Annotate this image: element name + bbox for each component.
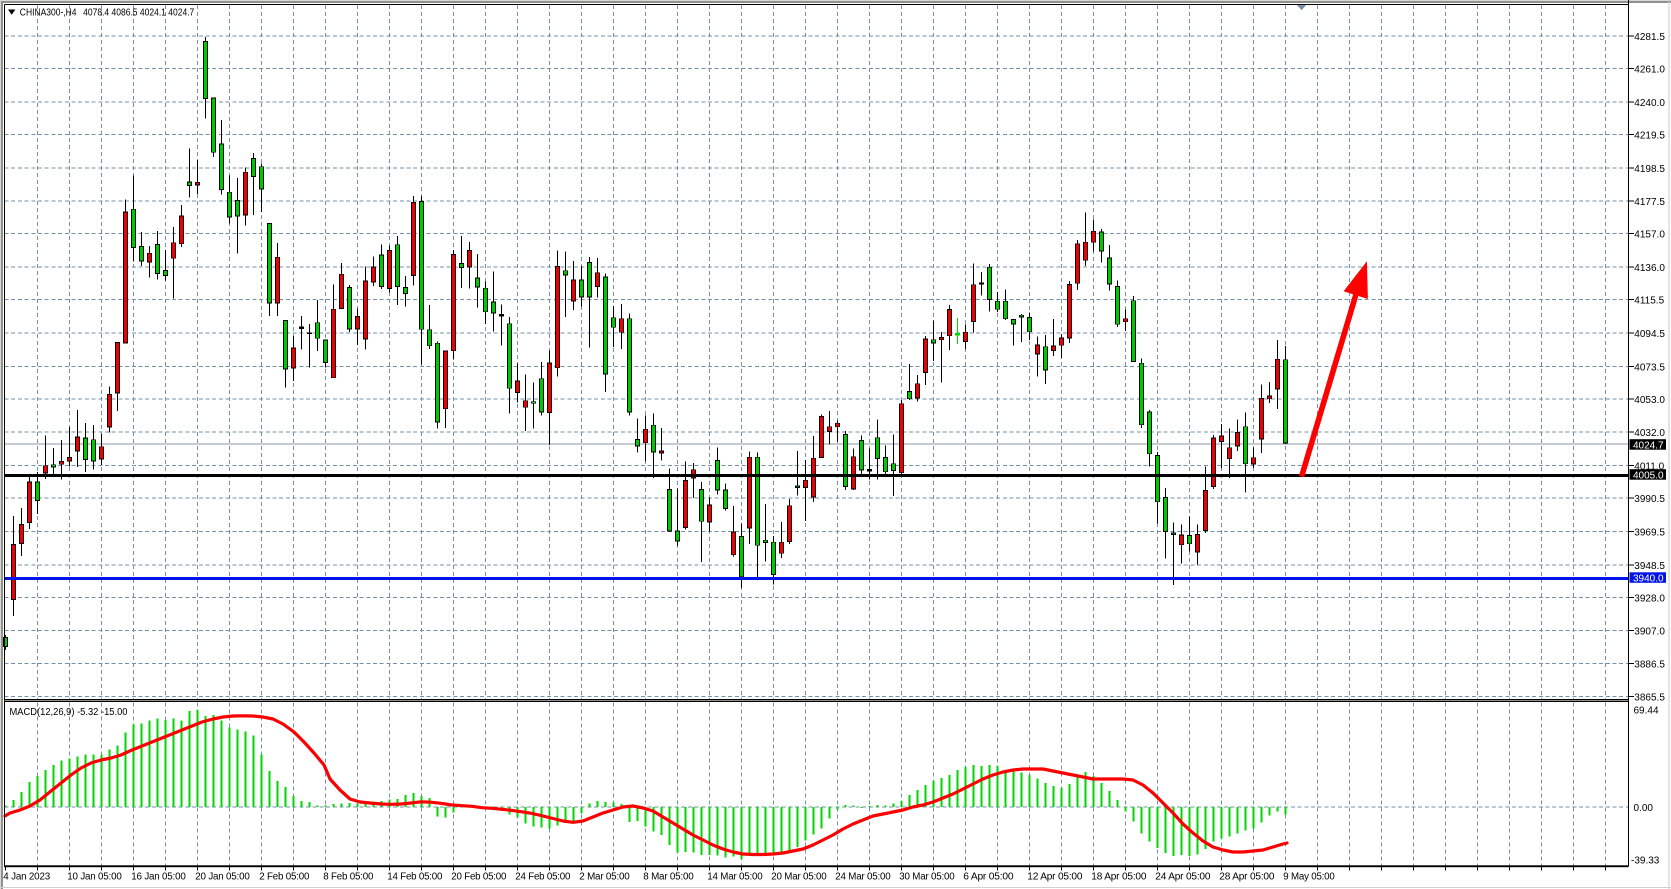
- svg-text:4157.0: 4157.0: [1634, 230, 1665, 241]
- svg-text:20 Feb 05:00: 20 Feb 05:00: [451, 872, 507, 883]
- svg-text:4 Jan 2023: 4 Jan 2023: [3, 872, 50, 883]
- svg-text:28 Apr 05:00: 28 Apr 05:00: [1219, 872, 1275, 883]
- svg-text:0.00: 0.00: [1634, 803, 1654, 814]
- svg-text:4024.7: 4024.7: [1633, 440, 1664, 451]
- svg-text:18 Apr 05:00: 18 Apr 05:00: [1091, 872, 1147, 883]
- svg-text:4136.0: 4136.0: [1634, 263, 1665, 274]
- svg-text:30 Mar 05:00: 30 Mar 05:00: [899, 872, 955, 883]
- svg-text:12 Apr 05:00: 12 Apr 05:00: [1027, 872, 1083, 883]
- svg-text:4261.0: 4261.0: [1634, 65, 1665, 76]
- svg-text:2 Feb 05:00: 2 Feb 05:00: [259, 872, 310, 883]
- svg-text:MACD(12,26,9) -5.32 -15.00: MACD(12,26,9) -5.32 -15.00: [10, 707, 128, 718]
- svg-text:24 Mar 05:00: 24 Mar 05:00: [835, 872, 891, 883]
- svg-text:CHINA300-,H4 4078.4 4086.5 40: CHINA300-,H4 4078.4 4086.5 4024.1 4024.7: [20, 8, 195, 19]
- svg-text:4053.0: 4053.0: [1634, 395, 1665, 406]
- svg-text:4281.5: 4281.5: [1634, 32, 1665, 43]
- svg-text:20 Jan 05:00: 20 Jan 05:00: [195, 872, 250, 883]
- svg-text:4032.0: 4032.0: [1634, 428, 1665, 439]
- svg-text:20 Mar 05:00: 20 Mar 05:00: [771, 872, 827, 883]
- svg-text:4198.5: 4198.5: [1634, 164, 1665, 175]
- svg-text:4005.0: 4005.0: [1633, 470, 1664, 481]
- svg-text:4240.0: 4240.0: [1634, 98, 1665, 109]
- svg-text:4177.5: 4177.5: [1634, 197, 1665, 208]
- svg-text:3907.0: 3907.0: [1634, 627, 1665, 638]
- svg-text:4115.5: 4115.5: [1634, 296, 1664, 307]
- svg-text:2 Mar 05:00: 2 Mar 05:00: [579, 872, 630, 883]
- svg-text:9 May 05:00: 9 May 05:00: [1283, 872, 1335, 883]
- svg-text:3990.5: 3990.5: [1634, 494, 1665, 505]
- svg-text:-39.33: -39.33: [1631, 856, 1660, 867]
- svg-text:3948.5: 3948.5: [1634, 561, 1665, 572]
- svg-text:8 Feb 05:00: 8 Feb 05:00: [323, 872, 374, 883]
- svg-text:3940.0: 3940.0: [1633, 574, 1664, 585]
- svg-text:69.44: 69.44: [1634, 705, 1659, 716]
- svg-text:4219.5: 4219.5: [1634, 131, 1665, 142]
- svg-text:3886.5: 3886.5: [1634, 659, 1665, 670]
- svg-text:24 Apr 05:00: 24 Apr 05:00: [1155, 872, 1211, 883]
- svg-text:14 Mar 05:00: 14 Mar 05:00: [707, 872, 763, 883]
- svg-text:3969.5: 3969.5: [1634, 528, 1665, 539]
- svg-text:4073.5: 4073.5: [1634, 362, 1665, 373]
- svg-text:24 Feb 05:00: 24 Feb 05:00: [515, 872, 571, 883]
- svg-text:8 Mar 05:00: 8 Mar 05:00: [643, 872, 694, 883]
- svg-text:3865.5: 3865.5: [1634, 693, 1665, 704]
- svg-text:6 Apr 05:00: 6 Apr 05:00: [963, 872, 1014, 883]
- svg-text:10 Jan 05:00: 10 Jan 05:00: [67, 872, 122, 883]
- svg-text:4011.0: 4011.0: [1634, 462, 1664, 473]
- svg-text:4094.5: 4094.5: [1634, 329, 1665, 340]
- svg-text:14 Feb 05:00: 14 Feb 05:00: [387, 872, 443, 883]
- svg-text:3928.0: 3928.0: [1634, 593, 1665, 604]
- svg-text:16 Jan 05:00: 16 Jan 05:00: [131, 872, 186, 883]
